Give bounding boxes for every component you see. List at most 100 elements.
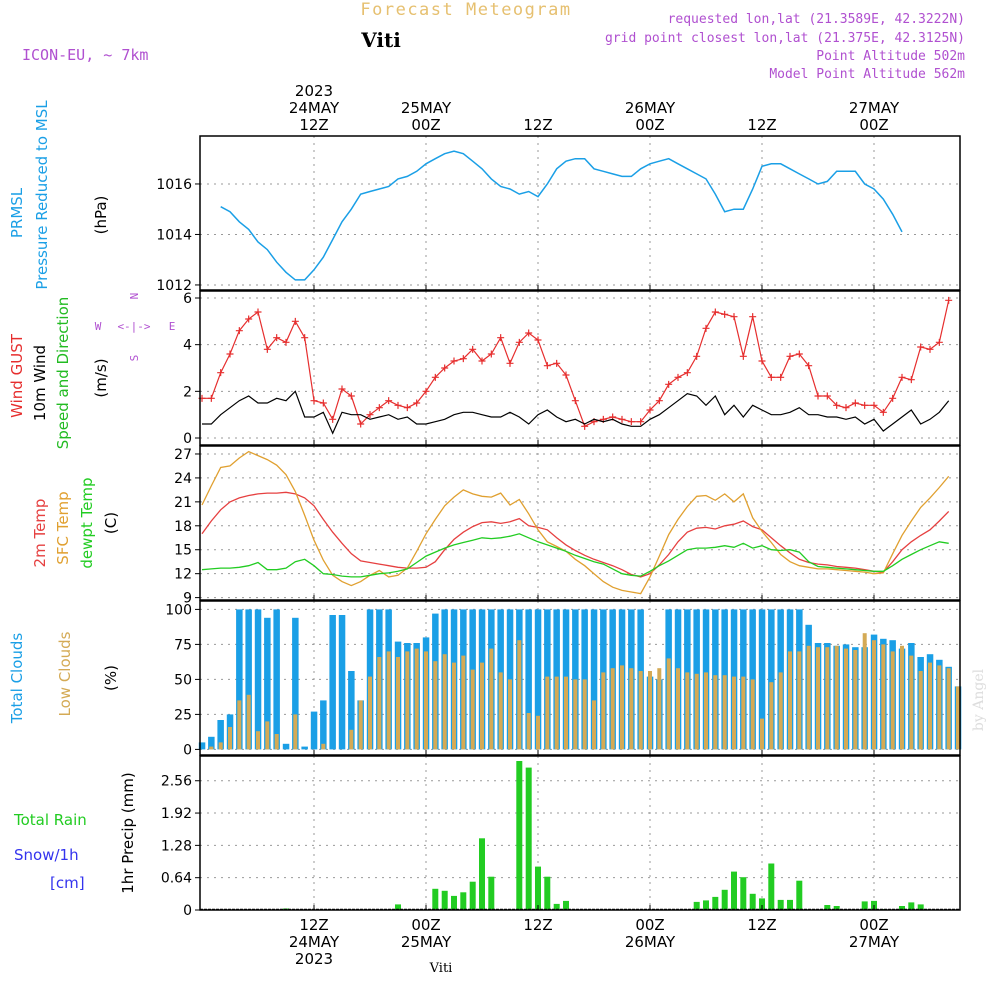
rain-bar [899,906,905,910]
gust-point [730,313,738,321]
gust-point [693,352,701,360]
dewpt-line [201,533,949,578]
gust-point [861,401,869,409]
low-cloud-bar [461,655,466,750]
time-label-bottom: 12Z [299,916,328,934]
time-label-top: 00Z [859,116,888,134]
rain-bar [712,896,719,910]
gust-point [646,406,654,414]
low-cloud-bar [517,640,522,750]
total-cloud-bar [758,609,766,750]
panel-frame-clouds [199,600,961,756]
low-cloud-bar [480,662,484,750]
total-clouds-label: Total Clouds [8,633,26,725]
gust-point [310,397,318,405]
low-cloud-bar [321,743,326,750]
time-label-bottom: 00Z [635,916,664,934]
low-cloud-bar [722,675,727,750]
total-cloud-bar [329,615,336,750]
gust-point [525,329,533,337]
low-cloud-bar [377,657,382,750]
gust-point [357,420,365,428]
gust-point [842,404,850,412]
ytick-label: 4 [183,338,192,354]
time-label-bottom: 27MAY [849,933,900,951]
watermark: by Angel [971,668,987,731]
total-cloud-bar [534,609,542,750]
rain-bar [563,900,569,910]
gust-point [506,359,514,367]
rain-bar [731,871,737,910]
low-cloud-bar [946,668,951,750]
gust-point [366,411,374,419]
ytick-label: 0 [183,742,192,758]
gust-point [385,397,393,405]
grid-lines [200,136,960,911]
low-cloud-bar [433,661,438,750]
low-cloud-bar [937,665,942,750]
rain-bar [721,889,728,910]
ytick-label: 0 [183,431,192,447]
rain-bar [488,876,495,910]
footer-location: Viti [429,961,453,976]
gust-point [254,308,262,316]
panel-frame-wind [199,290,961,446]
rain-bar [824,905,831,910]
low-cloud-bar [274,734,279,750]
low-cloud-bar [592,700,596,750]
low-cloud-bar [489,648,494,750]
gust-point [665,380,673,388]
ytick-label: 27 [174,447,192,463]
gust-point [833,401,841,409]
low-cloud-bar [470,669,475,750]
gust-point [431,373,439,381]
sfc-temp-label: SFC Temp [54,491,72,564]
total-cloud-bar [768,609,775,750]
low-cloud-bar [834,645,839,750]
grid-point-coords: grid point closest lon,lat (21.375E, 42.… [605,31,965,46]
time-label-top: 27MAY [849,99,900,117]
gust-point [226,350,234,358]
low-cloud-bar [666,658,671,750]
gust-point [534,336,542,344]
low-cloud-bar [676,668,680,750]
low-cloud-bar [610,668,615,750]
rain-label: Total Rain [13,811,87,829]
gust-point [898,373,906,381]
gust-point [543,362,551,370]
time-label-top: 12Z [299,116,328,134]
time-label-top: 2023 [295,82,333,100]
time-label-top: 12Z [523,116,552,134]
dewpt-label: dewpt Temp [78,477,96,568]
pressure-label: Pressure Reduced to MSL [33,100,51,290]
time-label-bottom: 12Z [747,916,776,934]
gust-point [553,359,561,367]
rain-bar [759,898,765,910]
total-cloud-bar [198,742,206,750]
gust-point [413,399,421,407]
gust-point [403,404,411,412]
low-cloud-bar [349,729,354,750]
low-cloud-bar [358,700,363,750]
total-cloud-bar [590,609,598,750]
gust-point [469,345,477,353]
snow-unit-label: [cm] [50,874,85,892]
low-cloud-bar [890,651,895,750]
ytick-label: 1.92 [161,806,192,822]
time-label-bottom: 12Z [523,916,552,934]
gust-point [319,399,327,407]
compass-west: W [95,320,102,333]
low-cloud-bar [685,672,690,750]
total-cloud-bar [320,700,327,750]
low-cloud-bar [573,679,578,750]
time-label-bottom: 2023 [295,950,333,968]
ytick-label: 25 [174,707,192,723]
low-cloud-bar [825,647,830,750]
rain-bar [469,881,476,910]
model-name: ICON-EU, ~ 7km [22,46,148,64]
ytick-label: 0 [183,903,192,919]
ytick-label: 1012 [156,278,192,294]
low-cloud-bar [844,648,848,750]
gust-point [515,338,523,346]
gust-point [207,394,215,402]
